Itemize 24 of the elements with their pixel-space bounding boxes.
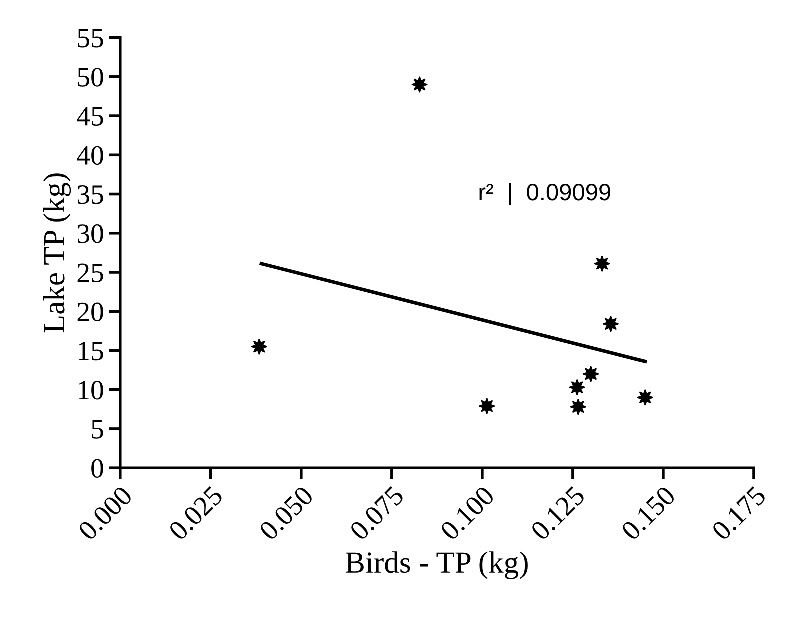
y-tick-label: 40 bbox=[77, 146, 104, 166]
y-tick-label: 15 bbox=[79, 342, 104, 361]
y-tick-label: 10 bbox=[79, 381, 104, 400]
point bbox=[583, 366, 600, 382]
y-tick-label: 50 bbox=[78, 68, 104, 87]
annotation: r² | 0.09099 bbox=[480, 183, 611, 206]
y-tick-label: 55 bbox=[78, 29, 104, 48]
y-tick-label: 30 bbox=[78, 224, 104, 244]
y-tick-label: 25 bbox=[78, 264, 104, 282]
point bbox=[570, 399, 586, 416]
point bbox=[594, 256, 610, 272]
y-tick-label: 20 bbox=[78, 302, 104, 322]
point bbox=[602, 316, 619, 332]
y-tick-label: 5 bbox=[92, 420, 104, 439]
point bbox=[569, 380, 586, 396]
y-tick-label: 0 bbox=[92, 459, 104, 478]
point bbox=[637, 390, 654, 406]
point bbox=[479, 398, 496, 414]
y-tick-label: 35 bbox=[78, 186, 104, 204]
y-axis-title: Lake TP (kg) bbox=[43, 174, 72, 333]
y-tick-label: 45 bbox=[77, 107, 104, 126]
point bbox=[251, 338, 268, 355]
point bbox=[412, 76, 428, 93]
x-axis-title: Birds - TP (kg) bbox=[346, 552, 528, 580]
